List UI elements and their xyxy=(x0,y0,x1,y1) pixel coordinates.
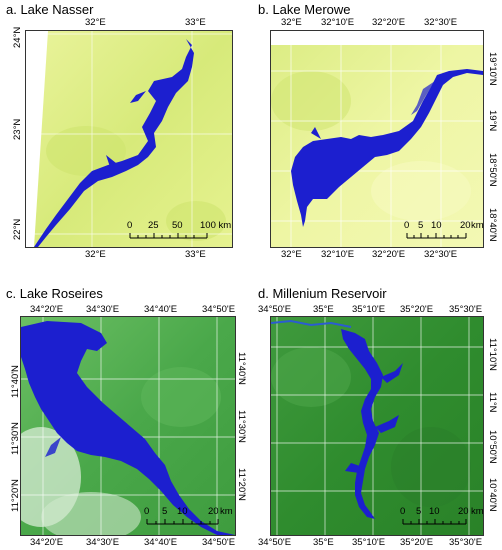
scale-label: km xyxy=(471,220,484,231)
top-tick: 35°E xyxy=(313,304,334,315)
scale-label: 50 xyxy=(172,220,183,231)
scale-label: 0 xyxy=(400,506,406,517)
scale-label: 25 xyxy=(148,220,159,231)
bottom-tick: 35°E xyxy=(313,537,334,548)
panel-title: a. Lake Nasser xyxy=(6,2,94,17)
scale-label: 20 xyxy=(208,506,219,517)
bottom-tick: 32°10'E xyxy=(321,249,355,260)
bottom-tick: 32°E xyxy=(85,249,106,260)
bottom-tick: 35°10'E xyxy=(352,537,386,548)
scale-label: km xyxy=(220,506,233,517)
top-tick: 35°20'E xyxy=(400,304,434,315)
right-tick: 19°N xyxy=(487,110,498,132)
scale-label: km xyxy=(471,506,484,517)
right-tick: 11°40'N xyxy=(236,352,247,385)
scale-label: 5 xyxy=(418,220,424,231)
scale-label: 10 xyxy=(431,220,442,231)
panel-title: b. Lake Merowe xyxy=(258,2,351,17)
scale-label: 0 xyxy=(404,220,410,231)
top-tick: 32°E xyxy=(85,17,106,28)
bottom-tick: 34°50'E xyxy=(202,537,236,548)
lake-merowe-water xyxy=(291,69,483,227)
lake-nasser-water xyxy=(34,39,194,247)
right-tick: 18°40'N xyxy=(487,208,498,242)
lake-roseires-water xyxy=(21,321,235,535)
bottom-tick: 32°20'E xyxy=(372,249,406,260)
top-tick: 34°50'E xyxy=(258,304,292,315)
left-tick: 22°N xyxy=(12,218,23,240)
right-tick: 11°N xyxy=(487,392,498,413)
map-image xyxy=(270,30,484,248)
top-tick: 33°E xyxy=(185,17,206,28)
scale-label: 20 xyxy=(458,506,469,517)
top-tick: 32°30'E xyxy=(424,17,458,28)
scale-bar: 0 5 10 20 km xyxy=(144,506,234,528)
scale-label: 5 xyxy=(416,506,422,517)
map-image xyxy=(270,316,484,536)
bottom-tick: 33°E xyxy=(185,249,206,260)
top-tick: 34°20'E xyxy=(30,304,64,315)
bottom-tick: 34°20'E xyxy=(30,537,64,548)
panel-title: d. Millenium Reservoir xyxy=(258,286,387,301)
millenium-reservoir-water xyxy=(341,329,383,519)
panel-title: c. Lake Roseires xyxy=(6,286,103,301)
right-tick: 11°30'N xyxy=(236,410,247,443)
bottom-tick: 32°30'E xyxy=(424,249,458,260)
top-tick: 32°10'E xyxy=(321,17,355,28)
right-tick: 19°10'N xyxy=(487,52,498,86)
right-tick: 10°50'N xyxy=(487,430,498,464)
scale-label: 100 km xyxy=(200,220,232,231)
top-tick: 35°10'E xyxy=(352,304,386,315)
bottom-tick: 34°30'E xyxy=(86,537,120,548)
scale-label: 10 xyxy=(177,506,188,517)
scale-bar: 0 25 50 100 km xyxy=(127,220,231,242)
top-tick: 34°40'E xyxy=(144,304,178,315)
top-tick: 35°30'E xyxy=(449,304,483,315)
top-tick: 34°30'E xyxy=(86,304,120,315)
bottom-tick: 35°30'E xyxy=(449,537,483,548)
right-tick: 18°50'N xyxy=(487,153,498,187)
map-image xyxy=(20,316,236,536)
bottom-tick: 32°E xyxy=(281,249,302,260)
left-tick: 24°N xyxy=(12,26,23,48)
right-tick: 11°20'N xyxy=(236,468,247,501)
scale-label: 20 xyxy=(460,220,471,231)
scale-label: 10 xyxy=(429,506,440,517)
scale-bar: 0 5 10 20 km xyxy=(400,506,490,528)
right-tick: 11°10'N xyxy=(487,338,498,371)
top-tick: 32°E xyxy=(281,17,302,28)
top-tick: 32°20'E xyxy=(372,17,406,28)
top-tick: 34°50'E xyxy=(202,304,236,315)
bottom-tick: 35°20'E xyxy=(400,537,434,548)
scale-bar: 0 5 10 20 km xyxy=(404,220,484,242)
left-tick: 23°N xyxy=(12,118,23,140)
bottom-tick: 34°40'E xyxy=(144,537,178,548)
bottom-tick: 34°50'E xyxy=(258,537,292,548)
scale-label: 0 xyxy=(127,220,133,231)
scale-label: 5 xyxy=(162,506,168,517)
map-image xyxy=(25,30,233,248)
scale-label: 0 xyxy=(144,506,150,517)
